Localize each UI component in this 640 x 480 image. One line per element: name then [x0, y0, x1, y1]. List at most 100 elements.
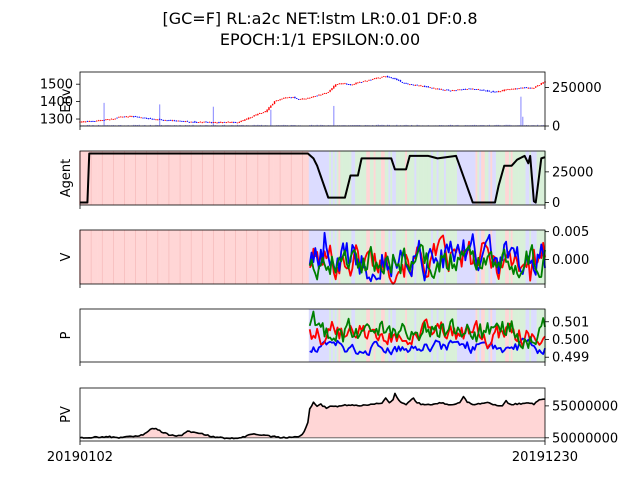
candle-body	[145, 118, 148, 119]
action-shade	[97, 230, 100, 284]
volume-bar	[377, 124, 379, 126]
action-shade	[405, 151, 408, 205]
candle-body	[121, 116, 124, 118]
volume-bar	[353, 125, 355, 126]
action-shade	[395, 151, 399, 205]
volume-bar	[309, 125, 311, 126]
action-shade	[510, 309, 513, 362]
action-shade	[529, 151, 532, 205]
candle-body	[401, 82, 404, 83]
candle-body	[127, 116, 129, 118]
candle-body	[357, 82, 359, 84]
action-shade	[510, 151, 513, 205]
candle-body	[114, 118, 116, 120]
candle-body	[483, 89, 485, 91]
candle-body	[240, 120, 242, 122]
volume-bar	[270, 109, 272, 126]
volume-bar	[475, 125, 478, 126]
candle-body	[540, 83, 542, 85]
volume-bar	[149, 124, 151, 126]
candle-body	[284, 97, 287, 99]
action-shade	[466, 151, 469, 205]
candle-body	[433, 87, 435, 89]
volume-bar	[231, 124, 233, 126]
volume-bar	[238, 125, 240, 126]
candle-body	[470, 88, 472, 90]
candle-body	[414, 85, 417, 86]
action-shade	[116, 151, 119, 205]
candle-body	[453, 90, 455, 92]
action-shade	[149, 151, 152, 205]
candle-body	[527, 87, 530, 89]
action-shade	[119, 151, 122, 205]
action-shade	[225, 151, 228, 205]
action-shade	[423, 309, 426, 362]
action-shade	[195, 151, 198, 205]
right-tick-label: 0	[552, 196, 560, 211]
action-shade	[325, 151, 328, 205]
action-shade	[103, 151, 106, 205]
action-shade	[305, 230, 308, 284]
candle-body	[514, 88, 517, 90]
action-shade	[436, 151, 439, 205]
action-shade	[508, 151, 512, 205]
action-shade	[481, 151, 484, 205]
candle-body	[340, 83, 342, 85]
action-shade	[236, 230, 239, 284]
action-shade	[266, 230, 269, 284]
action-shade	[230, 230, 234, 284]
action-shade	[117, 151, 121, 205]
action-shade	[258, 151, 261, 205]
candle-body	[108, 119, 111, 121]
action-shade	[536, 151, 539, 205]
y-axis-label: P	[59, 331, 74, 339]
action-shade	[121, 230, 124, 284]
candle-body	[136, 116, 139, 118]
action-shade	[451, 151, 454, 205]
action-shade	[218, 230, 221, 284]
volume-bar	[107, 125, 109, 126]
volume-bar	[344, 125, 346, 126]
action-shade	[521, 309, 524, 362]
action-shade	[299, 151, 302, 205]
action-shade	[166, 230, 169, 284]
action-shade	[514, 151, 517, 205]
action-shade	[388, 230, 391, 284]
candle-body	[266, 109, 268, 112]
action-shade	[203, 151, 206, 205]
candle-body	[259, 113, 261, 114]
action-shade	[464, 151, 467, 205]
action-shade	[540, 309, 543, 362]
candle-body	[196, 121, 198, 123]
candle-body	[225, 122, 228, 124]
action-shade	[275, 151, 278, 205]
candle-body	[283, 97, 285, 99]
action-shade	[84, 151, 87, 205]
action-shade	[331, 309, 334, 362]
action-shade	[479, 151, 482, 205]
action-shade	[429, 230, 432, 284]
volume-bar	[525, 125, 528, 126]
candle-body	[246, 118, 248, 120]
candle-body	[227, 121, 229, 123]
action-shade	[242, 230, 245, 284]
action-shade	[495, 230, 499, 284]
action-shade	[345, 151, 348, 205]
left-tick-label: 1500	[40, 78, 73, 93]
candle-body	[103, 120, 105, 121]
action-shade	[158, 230, 161, 284]
action-shade	[427, 309, 430, 362]
candle-body	[157, 119, 159, 121]
volume-bar	[359, 125, 361, 126]
candle-body	[192, 121, 194, 123]
candle-body	[381, 76, 383, 78]
candle-body	[396, 78, 398, 81]
action-shade	[210, 151, 213, 205]
action-shade	[336, 151, 339, 205]
action-shade	[382, 309, 386, 362]
action-shade	[358, 151, 361, 205]
action-shade	[106, 230, 110, 284]
action-shade	[210, 230, 213, 284]
candle-body	[220, 121, 222, 123]
volume-bar	[210, 125, 213, 126]
